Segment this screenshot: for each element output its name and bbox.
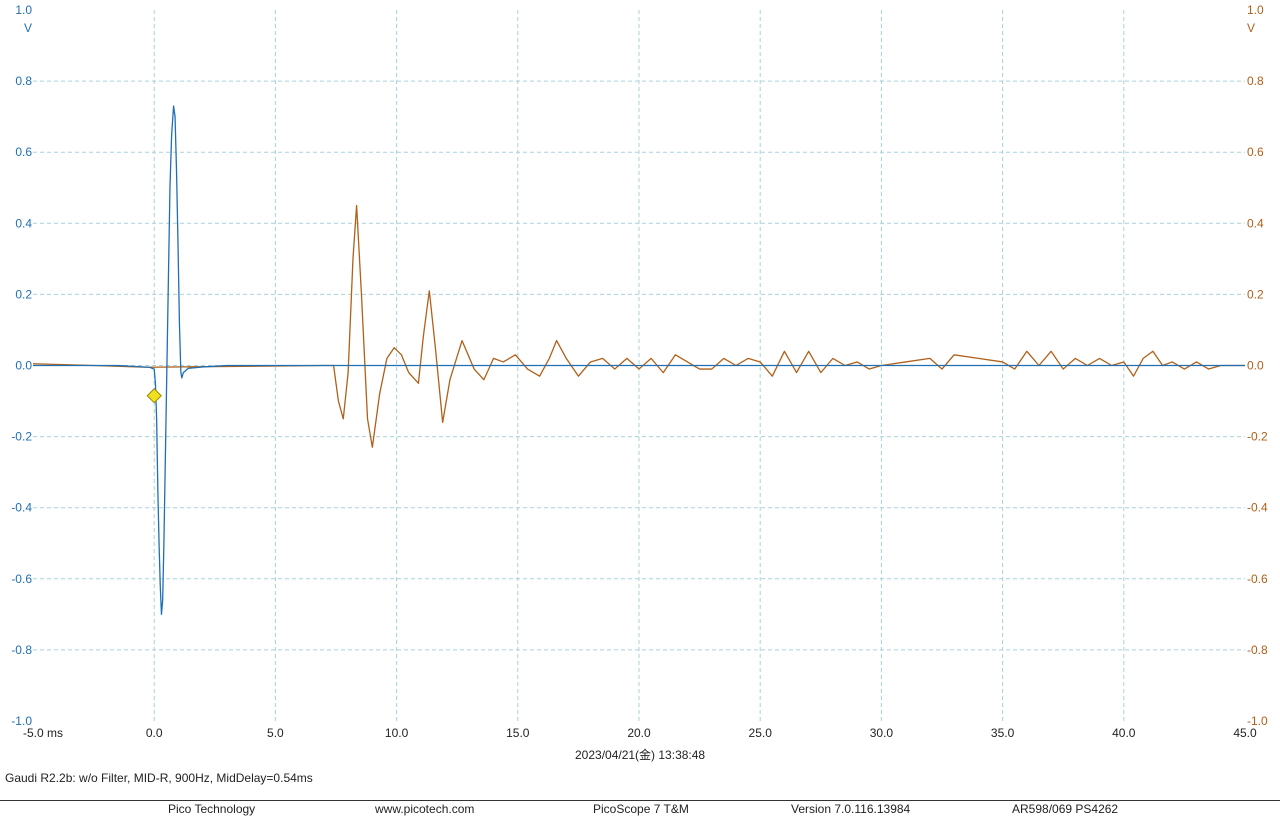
right-y-tick-label: 0.8 [1247, 74, 1264, 88]
footer-version: Version 7.0.116.13984 [791, 802, 911, 816]
x-tick-label: 0.0 [146, 726, 163, 740]
left-y-tick-label: 0.2 [15, 287, 32, 301]
footer-divider [0, 800, 1280, 801]
right-y-tick-label: 1.0 [1247, 3, 1264, 17]
series-channel-a [33, 105, 1245, 615]
x-tick-label: 20.0 [627, 726, 651, 740]
footer-website: www.picotech.com [375, 802, 475, 816]
left-y-tick-label: 0.4 [15, 216, 32, 230]
left-y-tick-label: -1.0 [11, 714, 32, 728]
left-axis-unit: V [24, 21, 32, 35]
left-y-tick-label: 0.8 [15, 74, 32, 88]
left-y-tick-label: -0.4 [11, 501, 32, 515]
right-y-tick-label: -1.0 [1247, 714, 1268, 728]
x-tick-label: 40.0 [1112, 726, 1136, 740]
series-layer [32, 105, 1245, 615]
footer-device: AR598/069 PS4262 [1012, 802, 1119, 816]
right-y-tick-label: 0.4 [1247, 216, 1264, 230]
right-y-tick-label: -0.4 [1247, 501, 1268, 515]
right-y-tick-label: 0.2 [1247, 287, 1264, 301]
right-y-tick-label: 0.6 [1247, 145, 1264, 159]
x-tick-label: 25.0 [749, 726, 773, 740]
x-tick-label: 10.0 [385, 726, 409, 740]
x-tick-label: 30.0 [870, 726, 894, 740]
capture-timestamp: 2023/04/21(金) 13:38:48 [575, 748, 706, 762]
series-channel-b [32, 204, 1245, 448]
right-y-tick-label: -0.6 [1247, 572, 1268, 586]
marker-layer [146, 388, 162, 404]
x-tick-label: 45.0 [1233, 726, 1257, 740]
x-tick-label: 5.0 [267, 726, 284, 740]
right-y-tick-label: -0.2 [1247, 430, 1268, 444]
x-tick-label: 35.0 [991, 726, 1015, 740]
right-y-tick-label: 0.0 [1247, 359, 1264, 373]
left-y-tick-label: -0.6 [11, 572, 32, 586]
footer-company: Pico Technology [168, 802, 256, 816]
left-y-tick-label: -0.2 [11, 430, 32, 444]
footer-product: PicoScope 7 T&M [593, 802, 689, 816]
left-y-tick-label: 0.6 [15, 145, 32, 159]
capture-caption: Gaudi R2.2b: w/o Filter, MID-R, 900Hz, M… [5, 771, 313, 785]
x-tick-label: -5.0 ms [23, 726, 63, 740]
left-y-tick-label: 1.0 [15, 3, 32, 17]
trigger-marker [146, 388, 162, 404]
right-axis-unit: V [1247, 21, 1255, 35]
axes: -5.0 ms 0.0 5.0 10.0 15.0 20.0 25.0 30.0 35.0 40.… [11, 3, 1268, 740]
left-y-tick-label: -0.8 [11, 643, 32, 657]
right-y-tick-label: -0.8 [1247, 643, 1268, 657]
x-tick-label: 15.0 [506, 726, 530, 740]
left-y-tick-label: 0.0 [15, 359, 32, 373]
